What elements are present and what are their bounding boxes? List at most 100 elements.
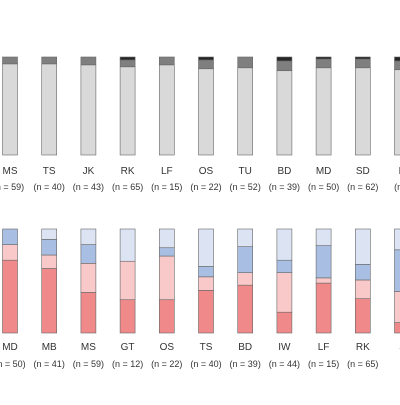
bar-segment — [199, 266, 214, 276]
category-label: MB — [42, 342, 57, 353]
bar-segment — [238, 285, 253, 333]
bar-segment — [120, 229, 135, 261]
sample-size-label: (n = 59) — [73, 359, 104, 369]
sample-size-label: (n = 62) — [347, 182, 378, 192]
bar-segment — [277, 57, 292, 61]
category-label: LF — [161, 166, 173, 177]
sample-size-label: (n = 41) — [34, 359, 65, 369]
bar-segment — [3, 57, 18, 64]
category-label: TS — [43, 166, 56, 177]
category-label: RK — [356, 342, 370, 353]
bar-segment — [81, 245, 96, 264]
bar-segment — [81, 292, 96, 333]
bar-segment — [277, 273, 292, 313]
bar-segment — [316, 229, 331, 246]
bar-segment — [42, 239, 57, 255]
bar-segment — [395, 61, 400, 70]
bar-segment — [42, 229, 57, 239]
chart-panel-1: MS n = 59) TS (n = 40) JK (n = 43) RK (n = 65) L… — [0, 57, 400, 192]
category-label: TU — [239, 166, 252, 177]
category-label: TS — [200, 342, 213, 353]
category-label: BD — [277, 166, 291, 177]
bar-segment — [316, 278, 331, 283]
sample-size-label: (n = 50) — [0, 359, 26, 369]
category-label: JK — [83, 166, 95, 177]
sample-size-label: (n = 43) — [73, 182, 104, 192]
bar-segment — [395, 250, 400, 292]
category-label: RK — [121, 166, 135, 177]
category-label: MD — [316, 166, 332, 177]
category-label: SD — [356, 166, 370, 177]
bar-segment — [3, 260, 18, 333]
bar-segment — [238, 57, 253, 68]
bar-segment — [199, 290, 214, 333]
bar-segment — [395, 323, 400, 333]
bar-segment — [355, 59, 370, 68]
sample-size-label: (n = 22) — [190, 182, 221, 192]
bar-segment — [238, 68, 253, 155]
bar-segment — [199, 69, 214, 155]
chart-panel-2: MD (n = 50) MB (n = 41) MS (n = 59) GT (n = 12)… — [0, 229, 400, 369]
category-label: IW — [278, 342, 291, 353]
bar-segment — [159, 65, 174, 155]
category-label: GT — [121, 342, 135, 353]
bar-segment — [81, 65, 96, 155]
bar-segment — [120, 261, 135, 299]
sample-size-label: (n = 39) — [269, 182, 300, 192]
sample-size-label: n = 59) — [0, 182, 24, 192]
category-label: BD — [238, 342, 252, 353]
sample-size-label: (n = 65) — [347, 359, 378, 369]
bar-segment — [277, 229, 292, 260]
bar-segment — [3, 64, 18, 155]
sample-size-label: (n = 65) — [112, 182, 143, 192]
bar-segment — [199, 277, 214, 291]
bar-segment — [159, 229, 174, 248]
bar-segment — [316, 246, 331, 278]
category-label: MS — [3, 166, 18, 177]
bar-segment — [316, 68, 331, 155]
bar-segment — [395, 291, 400, 322]
category-label: LF — [318, 342, 330, 353]
category-label: MS — [81, 342, 96, 353]
bar-segment — [316, 57, 331, 59]
bar-segment — [395, 229, 400, 250]
sample-size-label: (n = 40) — [34, 182, 65, 192]
bar-segment — [3, 245, 18, 261]
sample-size-label: (n = — [394, 182, 400, 192]
bar-segment — [355, 68, 370, 155]
bar-segment — [277, 260, 292, 272]
bar-segment — [238, 273, 253, 285]
sample-size-label: (n = 15) — [151, 182, 182, 192]
sample-size-label: (n = 22) — [151, 359, 182, 369]
bar-segment — [277, 71, 292, 155]
category-label: MD — [2, 342, 18, 353]
bar-segment — [159, 57, 174, 65]
sample-size-label: (n = 44) — [269, 359, 300, 369]
bar-segment — [355, 280, 370, 299]
sample-size-label: (n = 40) — [190, 359, 221, 369]
bar-segment — [159, 300, 174, 333]
category-label: OS — [160, 342, 175, 353]
bar-segment — [355, 264, 370, 280]
sample-size-label: (n = 12) — [112, 359, 143, 369]
bar-segment — [316, 59, 331, 68]
sample-size-label: (n = 15) — [308, 359, 339, 369]
bar-segment — [159, 248, 174, 256]
bar-segment — [199, 57, 214, 60]
sample-size-label: (n = 39) — [230, 359, 261, 369]
bar-segment — [316, 283, 331, 333]
bar-segment — [395, 57, 400, 61]
bar-segment — [199, 60, 214, 69]
bar-segment — [277, 61, 292, 71]
bar-segment — [42, 57, 57, 64]
bar-segment — [238, 229, 253, 247]
bar-segment — [238, 247, 253, 273]
bar-segment — [81, 229, 96, 245]
bar-segment — [120, 60, 135, 67]
bar-segment — [81, 263, 96, 292]
bar-segment — [120, 57, 135, 60]
bar-segment — [120, 67, 135, 155]
bar-segment — [355, 229, 370, 264]
bar-segment — [120, 300, 135, 333]
category-label: OS — [199, 166, 214, 177]
